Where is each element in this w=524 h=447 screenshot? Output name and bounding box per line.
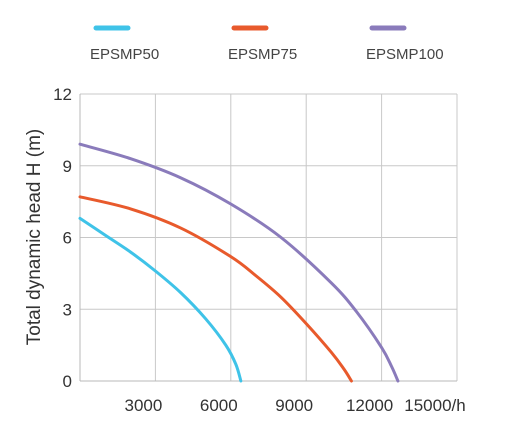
y-tick-label: 0 [63,372,72,391]
y-tick-label: 12 [53,85,72,104]
y-tick-label: 3 [63,300,72,319]
legend-label: EPSMP100 [366,46,444,63]
y-axis-label: Total dynamic head H (m) [24,129,45,345]
series-line-epsmp50 [78,216,243,383]
y-tick-label: 6 [63,229,72,248]
y-tick-label: 9 [63,157,72,176]
series-line-epsmp75 [78,195,353,383]
legend: EPSMP50 EPSMP75 EPSMP100 [90,25,444,63]
x-tick-label: 9000 [275,396,313,415]
series-line-epsmp100 [78,142,400,383]
x-tick-label: 12000 [346,396,393,415]
tick-labels: 0 3 6 9 12 3000 6000 9000 12000 15000/h [53,85,466,415]
grid [80,93,458,381]
legend-label: EPSMP50 [90,46,159,63]
x-tick-label: 15000/h [404,396,465,415]
x-tick-label: 6000 [200,396,238,415]
legend-label: EPSMP75 [228,46,297,63]
axes [79,94,457,382]
series-lines [78,142,400,383]
x-tick-label: 3000 [124,396,162,415]
